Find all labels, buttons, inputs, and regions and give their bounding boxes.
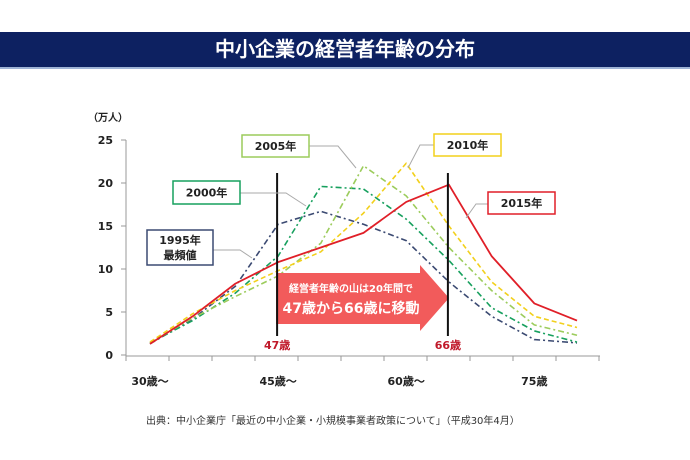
legend-label-1995年: 1995年 <box>159 233 201 247</box>
arrow-text-line1: 経営者年齢の山は20年間で <box>289 282 413 295</box>
y-tick-label: 20 <box>98 177 114 190</box>
y-tick-label: 15 <box>98 220 113 233</box>
series-line-2000年 <box>149 185 578 344</box>
y-tick-label: 25 <box>98 134 113 147</box>
callout-box-2005年 <box>241 134 310 158</box>
peak-label: 66歳 <box>435 338 461 352</box>
x-tick-label: 75歳 <box>521 374 547 388</box>
callout-leader-1995年 <box>213 249 253 259</box>
x-tick-label: 45歳〜 <box>259 374 296 388</box>
callout-box-2015年 <box>487 191 556 215</box>
callout-leader-2005年 <box>309 145 357 169</box>
y-tick-label: 5 <box>105 306 113 319</box>
source-note: 出典：中小企業庁「最近の中小企業・小規模事業者政策について」（平成30年4月） <box>146 416 520 427</box>
y-tick-label: 10 <box>98 263 114 276</box>
arrow-text-line2: 47歳から66歳に移動 <box>283 300 420 317</box>
x-tick-label: 30歳〜 <box>131 374 168 388</box>
callout-box-1995年 <box>146 229 214 266</box>
callout-box-2010年 <box>433 133 502 157</box>
callout-leader-2015年 <box>465 203 488 219</box>
mode-label: 最頻値 <box>164 248 197 262</box>
callout-leader-2000年 <box>240 192 307 207</box>
y-tick-label: 0 <box>105 349 113 362</box>
y-axis-label: （万人） <box>88 111 128 124</box>
callout-leader-2010年 <box>407 144 434 169</box>
shift-arrow <box>276 265 449 331</box>
x-tick-label: 60歳〜 <box>388 374 425 388</box>
legend-label-2010年: 2010年 <box>447 138 489 152</box>
legend-label-2000年: 2000年 <box>186 186 228 200</box>
legend-label-2005年: 2005年 <box>255 139 297 153</box>
legend-label-2015年: 2015年 <box>501 196 543 210</box>
callout-box-2000年 <box>172 180 241 205</box>
peak-label: 47歳 <box>264 338 290 352</box>
page-title: 中小企業の経営者年齢の分布 <box>0 32 690 69</box>
